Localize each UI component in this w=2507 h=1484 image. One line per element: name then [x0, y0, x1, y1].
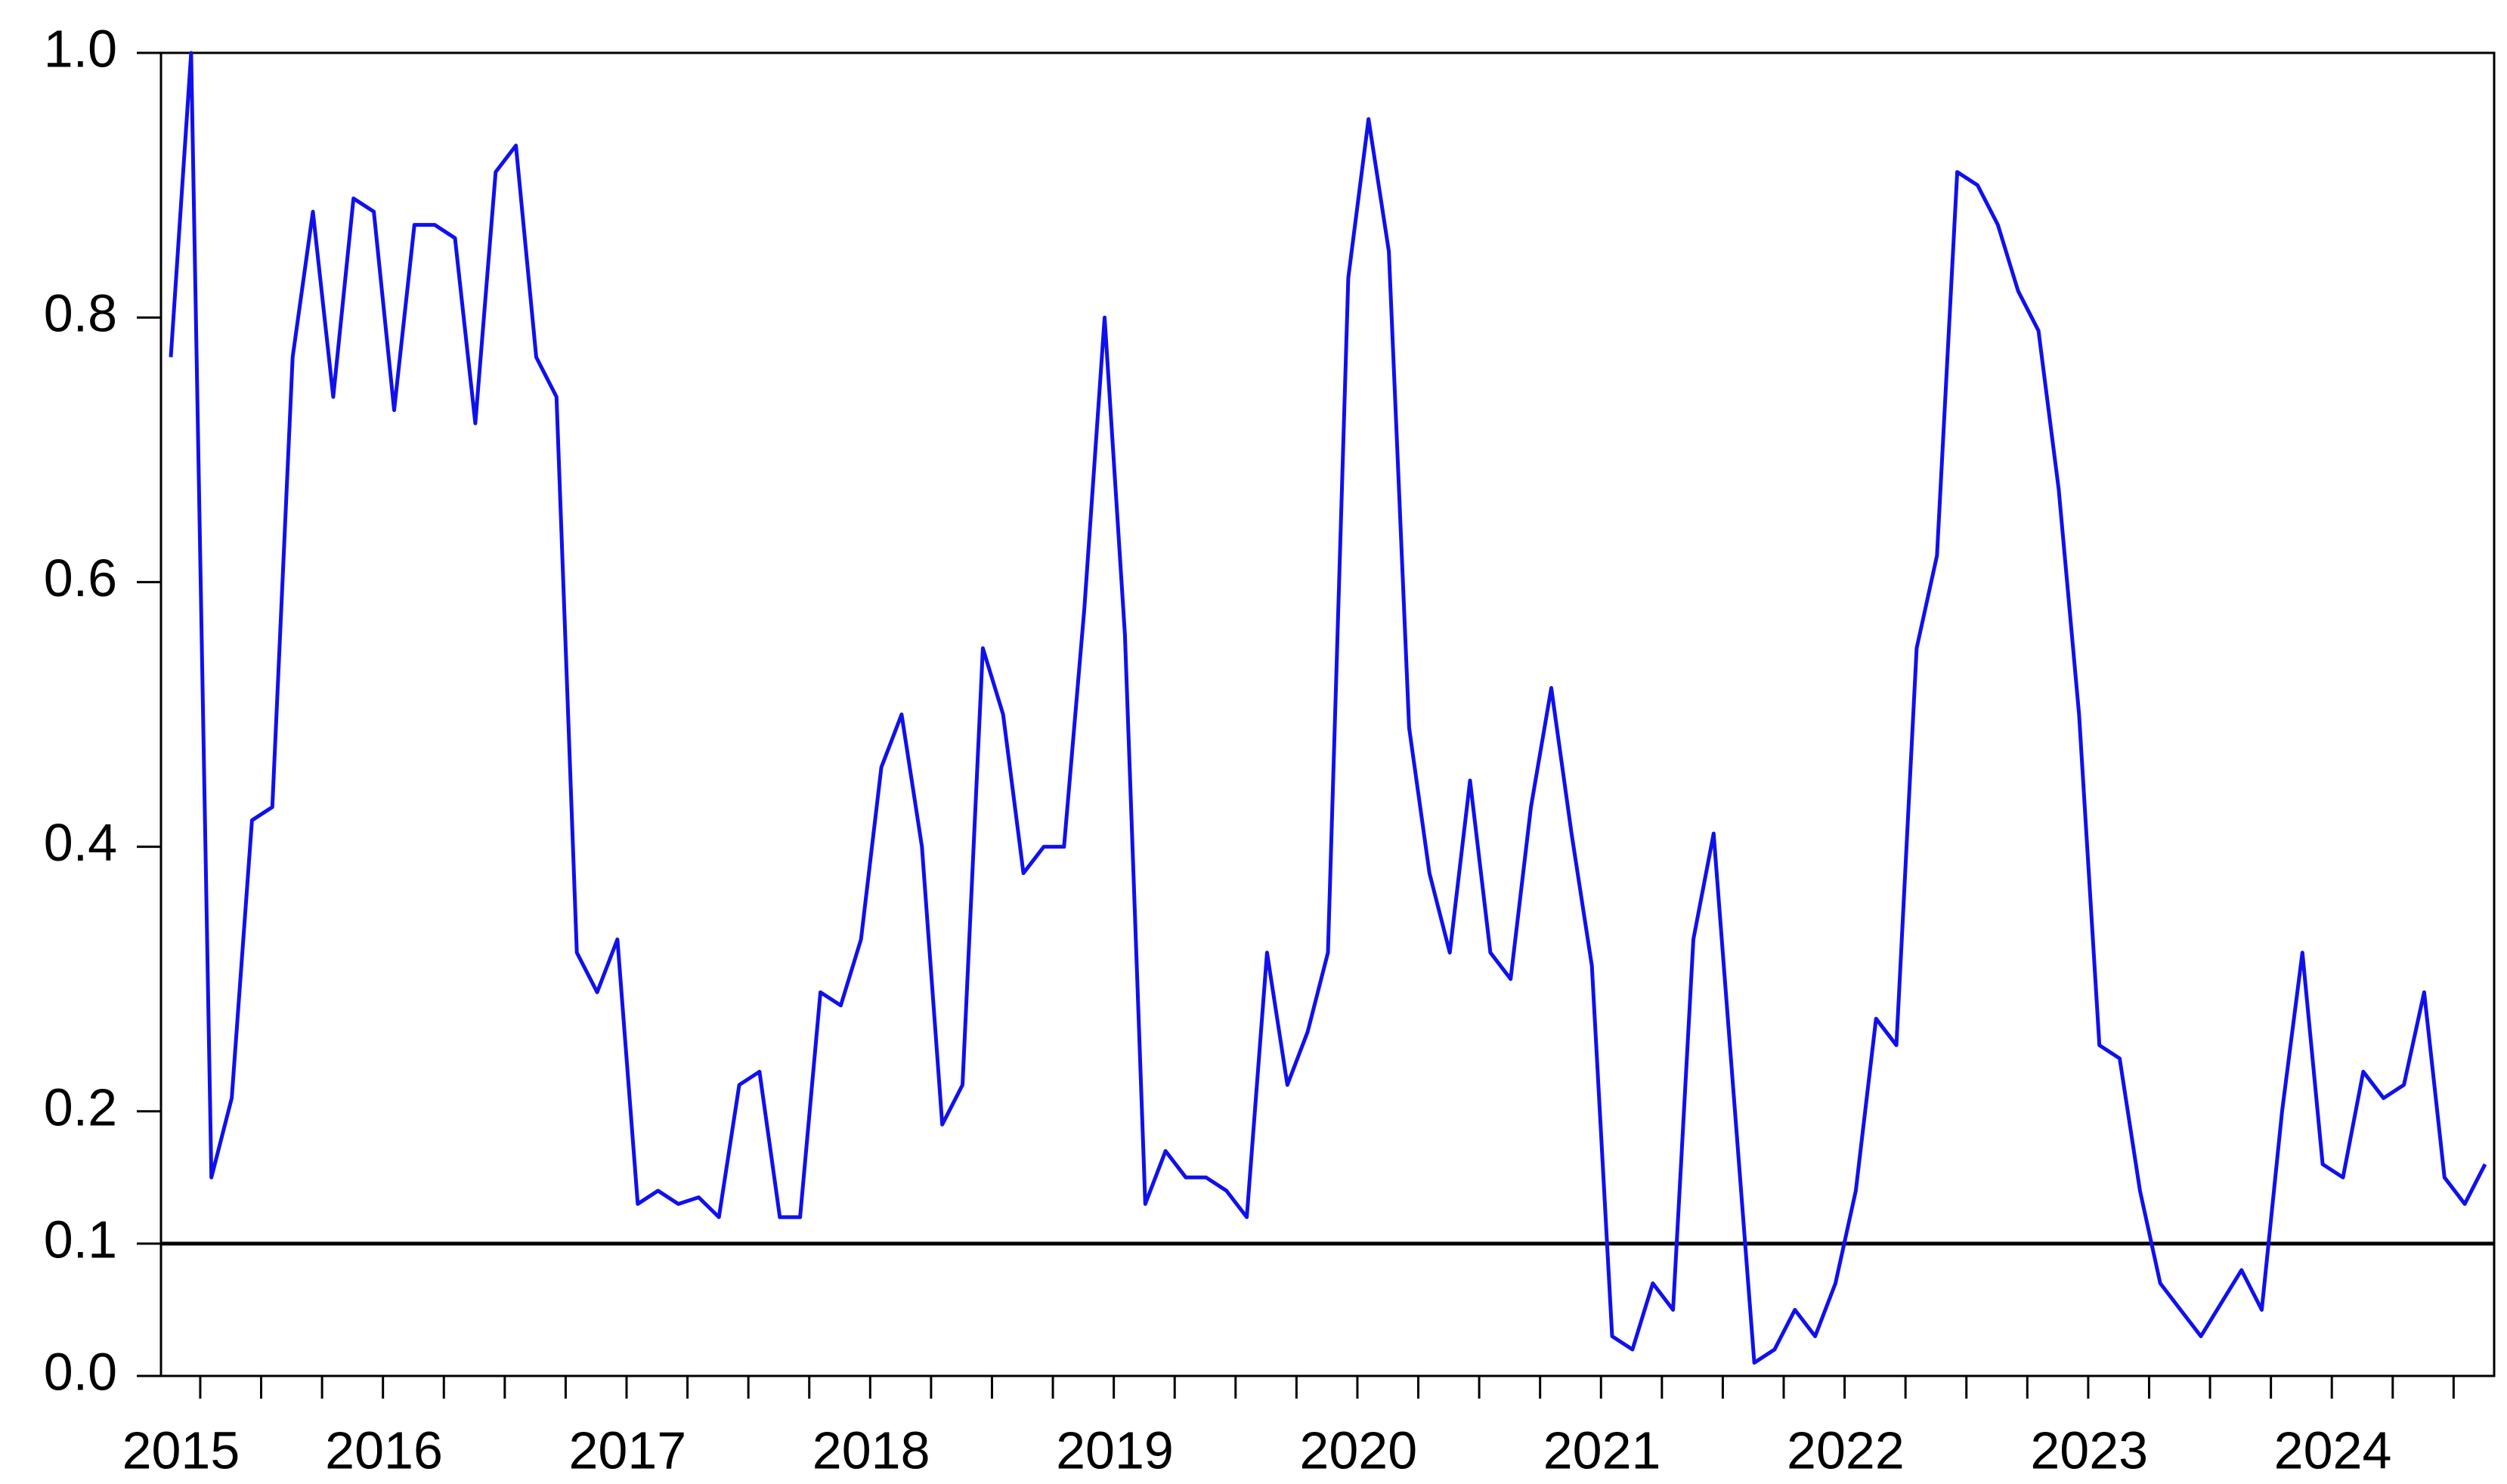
y-tick-label: 0.4	[44, 813, 117, 872]
y-tick-label: 1.0	[44, 19, 117, 78]
y-tick-label: 0.6	[44, 549, 117, 608]
plot-frame	[159, 51, 2496, 1377]
x-tick-label: 2015	[122, 1421, 240, 1479]
y-tick-label: 0.2	[44, 1077, 117, 1136]
x-tick-label: 2021	[1543, 1421, 1661, 1479]
x-tick-label: 2022	[1787, 1421, 1905, 1479]
x-tick-label: 2024	[2274, 1421, 2392, 1479]
y-tick-label: 0.0	[44, 1342, 117, 1401]
data-line	[169, 51, 2487, 1365]
x-tick-label: 2019	[1056, 1421, 1174, 1479]
y-tick-label: 0.1	[44, 1210, 117, 1269]
x-tick-label: 2016	[325, 1421, 443, 1479]
y-tick-label: 0.8	[44, 284, 117, 343]
x-tick-label: 2017	[568, 1421, 686, 1479]
x-tick-label: 2018	[812, 1421, 930, 1479]
x-tick-label: 2023	[2030, 1421, 2148, 1479]
x-tick-label: 2020	[1299, 1421, 1417, 1479]
